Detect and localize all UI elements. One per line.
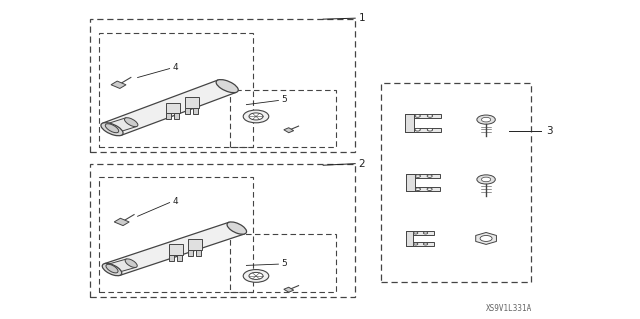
Bar: [90, 164, 355, 297]
Circle shape: [415, 115, 420, 117]
Bar: [230, 90, 336, 147]
Ellipse shape: [106, 264, 118, 273]
Ellipse shape: [105, 124, 119, 133]
Circle shape: [428, 115, 433, 117]
Ellipse shape: [216, 79, 238, 93]
Text: 1: 1: [358, 13, 365, 23]
Text: 3: 3: [546, 126, 552, 136]
Polygon shape: [114, 218, 129, 226]
Text: 4: 4: [173, 197, 179, 206]
Circle shape: [413, 243, 418, 245]
Bar: [406, 174, 415, 191]
Text: 2: 2: [358, 159, 365, 169]
Circle shape: [424, 232, 428, 234]
Bar: [185, 97, 199, 108]
Circle shape: [415, 175, 420, 177]
Polygon shape: [103, 80, 236, 135]
Text: 4: 4: [173, 63, 179, 72]
Bar: [406, 242, 434, 246]
Bar: [90, 19, 355, 152]
Bar: [405, 114, 414, 132]
Bar: [177, 255, 182, 261]
Bar: [230, 234, 336, 292]
Ellipse shape: [227, 222, 246, 234]
Text: 5: 5: [282, 259, 287, 268]
Bar: [99, 33, 253, 147]
Bar: [174, 113, 179, 119]
Bar: [99, 177, 253, 292]
Polygon shape: [111, 81, 126, 88]
Circle shape: [477, 175, 495, 184]
Bar: [406, 231, 413, 246]
Circle shape: [243, 110, 269, 123]
Circle shape: [481, 177, 491, 182]
Bar: [406, 231, 434, 235]
Polygon shape: [476, 233, 497, 244]
Circle shape: [477, 115, 495, 124]
Polygon shape: [108, 259, 136, 273]
Circle shape: [415, 128, 420, 131]
Polygon shape: [104, 222, 244, 275]
Text: 5: 5: [282, 95, 287, 104]
Bar: [196, 250, 201, 256]
Text: XS9V1L331A: XS9V1L331A: [486, 304, 532, 313]
Circle shape: [249, 272, 263, 279]
Circle shape: [428, 128, 433, 131]
Bar: [405, 114, 440, 118]
Circle shape: [480, 235, 492, 241]
Polygon shape: [106, 118, 137, 133]
Bar: [188, 250, 193, 256]
Bar: [169, 255, 174, 261]
Bar: [188, 239, 202, 250]
Circle shape: [415, 188, 420, 190]
Bar: [193, 108, 198, 114]
Circle shape: [243, 270, 269, 282]
Bar: [406, 187, 440, 191]
Bar: [166, 102, 180, 113]
Bar: [166, 113, 171, 119]
Polygon shape: [284, 287, 294, 292]
Circle shape: [481, 117, 491, 122]
Polygon shape: [284, 128, 294, 133]
Ellipse shape: [125, 259, 137, 267]
Circle shape: [427, 188, 432, 190]
Ellipse shape: [124, 118, 138, 127]
Bar: [185, 108, 190, 114]
Ellipse shape: [101, 122, 123, 136]
Circle shape: [413, 232, 418, 234]
Bar: [405, 128, 440, 132]
Circle shape: [249, 113, 263, 120]
Ellipse shape: [102, 263, 122, 276]
Bar: [406, 174, 440, 178]
Circle shape: [427, 175, 432, 177]
Circle shape: [424, 243, 428, 245]
Bar: [169, 244, 183, 255]
Bar: [381, 83, 531, 282]
